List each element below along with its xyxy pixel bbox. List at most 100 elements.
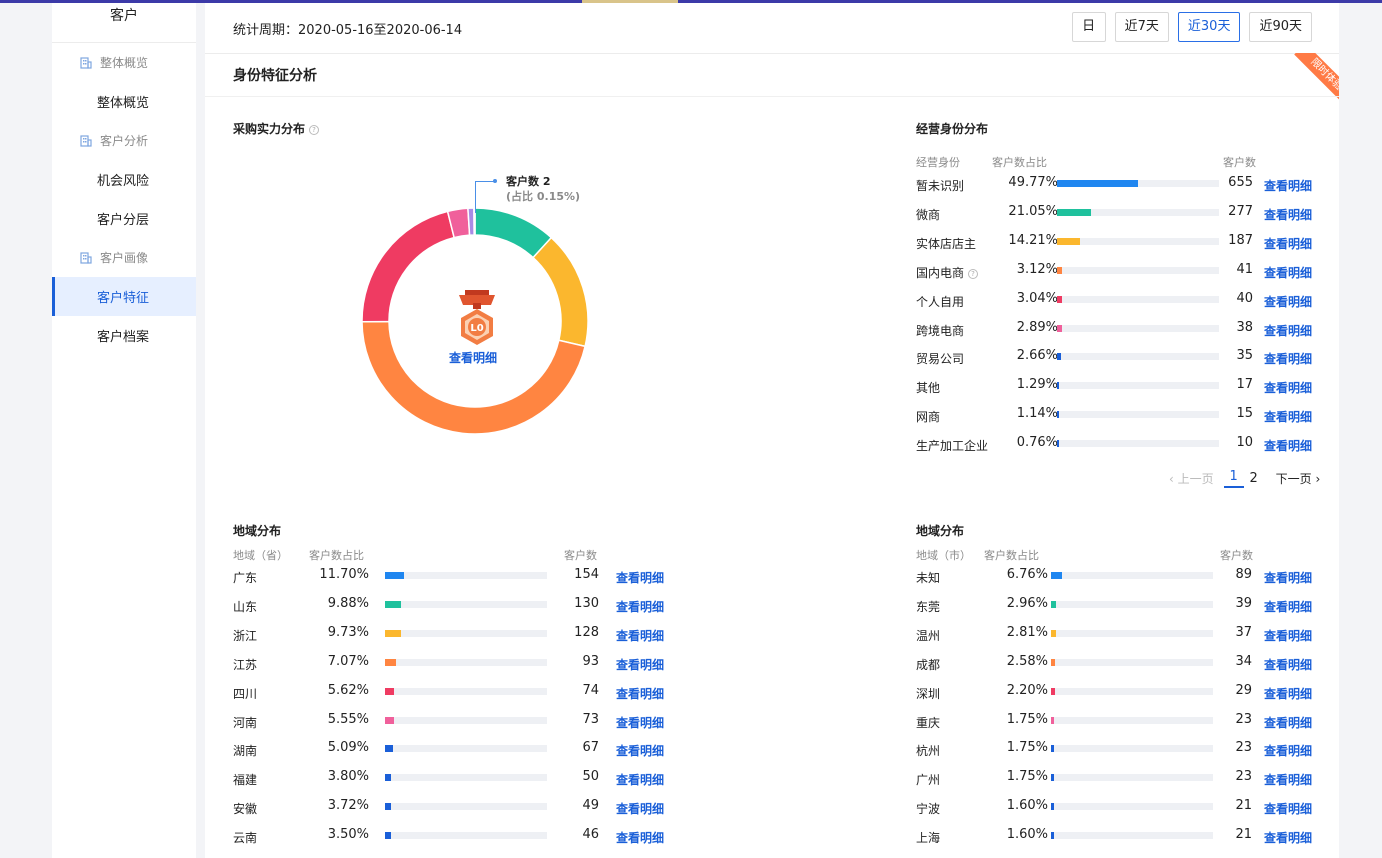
- row-count: 655: [1228, 175, 1253, 190]
- ratio-bar-fill: [385, 832, 391, 840]
- range-button-3[interactable]: 近90天: [1249, 12, 1312, 42]
- next-page-button[interactable]: 下一页 ›: [1276, 470, 1321, 487]
- view-detail-link[interactable]: 查看明细: [616, 744, 665, 759]
- sidebar-item-1[interactable]: 整体概览: [52, 82, 196, 121]
- range-button-2[interactable]: 近30天: [1177, 12, 1241, 42]
- row-name-text: 重庆: [916, 715, 941, 730]
- view-detail-link[interactable]: 查看明细: [1264, 628, 1313, 643]
- row-name: 湖南: [233, 742, 257, 759]
- ratio-bar-fill: [1051, 572, 1062, 579]
- view-detail-link[interactable]: 查看明细: [1264, 381, 1313, 396]
- sidebar-group-5[interactable]: 客户画像: [52, 238, 196, 277]
- row-percent: 3.50%: [327, 827, 369, 843]
- sidebar-item-label: 客户档案: [97, 330, 150, 345]
- view-detail-link[interactable]: 查看明细: [616, 802, 665, 817]
- ratio-bar-track: [1051, 774, 1213, 782]
- row-count: 37: [1235, 624, 1252, 640]
- view-detail-link[interactable]: 查看明细: [1264, 207, 1313, 222]
- row-name-text: 温州: [916, 628, 941, 643]
- ratio-bar-fill: [385, 687, 395, 695]
- sidebar-group-0[interactable]: 整体概览: [52, 43, 196, 82]
- view-detail-link[interactable]: 查看明细: [1264, 294, 1313, 309]
- donut-slice-2[interactable]: [361, 320, 587, 435]
- row-name: 其他: [916, 379, 940, 396]
- view-detail-link[interactable]: 查看明细: [1264, 410, 1313, 425]
- sidebar-group-2[interactable]: 客户分析: [52, 121, 196, 160]
- row-name-text: 东莞: [916, 599, 941, 614]
- page-button-2[interactable]: 2: [1249, 471, 1258, 486]
- ratio-bar-track: [1057, 237, 1219, 245]
- identity-title: 经营身份分布: [916, 122, 989, 136]
- sidebar-item-7[interactable]: 客户档案: [52, 316, 196, 355]
- donut-slice-1[interactable]: [532, 236, 589, 348]
- trial-ribbon: 限时体验: [1287, 53, 1339, 105]
- ratio-bar-fill: [1051, 774, 1054, 782]
- row-name: 微商: [916, 206, 940, 223]
- row-count: 23: [1235, 740, 1252, 756]
- view-detail-link[interactable]: 查看明细: [1264, 657, 1313, 672]
- view-detail-link[interactable]: 查看明细: [1264, 179, 1313, 193]
- view-detail-link[interactable]: 查看明细: [616, 686, 665, 701]
- row-name-text: 深圳: [916, 686, 941, 701]
- purchase-power-donut-chart[interactable]: [359, 205, 591, 437]
- view-detail-link[interactable]: 查看明细: [1264, 686, 1313, 701]
- row-count: 277: [1228, 203, 1253, 219]
- ratio-bar-track: [1051, 600, 1213, 608]
- help-icon[interactable]: ?: [968, 268, 979, 279]
- table-row: 江苏 7.07% 93 查看明细: [233, 653, 673, 673]
- view-detail-link[interactable]: 查看明细: [1264, 599, 1313, 614]
- range-button-1[interactable]: 近7天: [1114, 12, 1169, 42]
- page-button-1[interactable]: 1: [1223, 469, 1244, 488]
- view-detail-link[interactable]: 查看明细: [1264, 323, 1313, 338]
- prev-page-button[interactable]: ‹ 上一页: [1169, 470, 1214, 487]
- row-percent: 2.20%: [1006, 682, 1048, 698]
- row-percent: 2.66%: [1016, 348, 1058, 364]
- view-detail-link[interactable]: 查看明细: [1264, 715, 1313, 730]
- sidebar-item-6[interactable]: 客户特征: [52, 277, 196, 316]
- view-detail-link[interactable]: 查看明细: [1264, 439, 1313, 454]
- sidebar-item-3[interactable]: 机会风险: [52, 160, 196, 199]
- view-detail-link[interactable]: 查看明细: [1264, 773, 1313, 788]
- view-detail-link[interactable]: 查看明细: [1264, 352, 1313, 367]
- help-icon[interactable]: ?: [309, 125, 320, 135]
- row-name-text: 安徽: [233, 802, 258, 817]
- view-detail-link[interactable]: 查看明细: [616, 831, 665, 846]
- view-detail-link[interactable]: 查看明细: [1264, 236, 1313, 251]
- row-count: 15: [1236, 406, 1253, 422]
- donut-detail-link[interactable]: 查看明细: [449, 351, 498, 365]
- row-name-text: 杭州: [916, 744, 941, 759]
- row-percent: 1.60%: [1006, 798, 1048, 814]
- range-button-0[interactable]: 日: [1071, 12, 1106, 42]
- table-row: 深圳 2.20% 29 查看明细: [916, 682, 1316, 702]
- ratio-bar-fill: [385, 572, 404, 579]
- view-detail-link[interactable]: 查看明细: [1264, 831, 1313, 846]
- view-detail-link[interactable]: 查看明细: [1264, 265, 1313, 280]
- row-count: 46: [582, 827, 599, 843]
- ratio-bar-track: [385, 600, 547, 608]
- view-detail-link[interactable]: 查看明细: [616, 773, 665, 788]
- ratio-bar-fill: [1057, 353, 1062, 361]
- view-detail-link[interactable]: 查看明细: [1264, 571, 1313, 585]
- ratio-bar-fill: [1051, 745, 1054, 753]
- row-percent: 3.72%: [327, 798, 369, 814]
- view-detail-link[interactable]: 查看明细: [616, 657, 665, 672]
- row-name: 江苏: [233, 656, 257, 673]
- row-name-text: 个人自用: [916, 294, 965, 309]
- view-detail-link[interactable]: 查看明细: [616, 571, 665, 585]
- ratio-bar-track: [1057, 295, 1219, 303]
- view-detail-link[interactable]: 查看明细: [616, 628, 665, 643]
- view-detail-link[interactable]: 查看明细: [1264, 802, 1313, 817]
- row-count: 49: [582, 798, 599, 814]
- donut-slice-6[interactable]: [473, 207, 476, 236]
- callout-count: 客户数 2: [506, 175, 551, 188]
- ratio-bar-fill: [1057, 237, 1081, 245]
- view-detail-link[interactable]: 查看明细: [1264, 744, 1313, 759]
- view-detail-link[interactable]: 查看明细: [616, 715, 665, 730]
- sidebar-item-4[interactable]: 客户分层: [52, 199, 196, 238]
- view-detail-link[interactable]: 查看明细: [616, 599, 665, 614]
- identity-table: 经营身份 客户数占比 客户数 暂未识别 49.77% 655 查看明细 微商 21.05% 277…: [916, 154, 1316, 454]
- donut-slice-3[interactable]: [361, 210, 456, 323]
- ratio-bar-fill: [1057, 266, 1063, 274]
- ratio-bar-track: [385, 832, 547, 840]
- ratio-bar-fill: [385, 658, 397, 666]
